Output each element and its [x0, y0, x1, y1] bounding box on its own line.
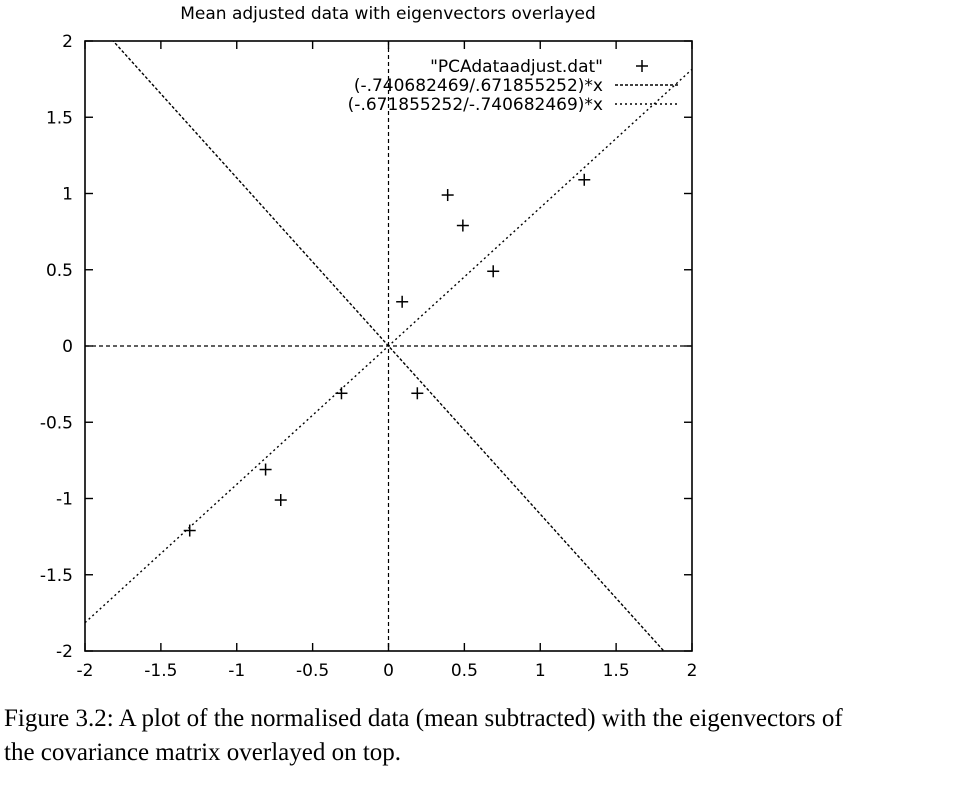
y-tick-label: 2: [62, 32, 73, 52]
x-tick-label: 1: [535, 661, 546, 681]
legend-label: (-.671855252/-.740682469)*x: [348, 95, 603, 115]
x-tick-label: -1: [228, 661, 245, 681]
data-point: [487, 265, 500, 278]
x-axis-ticks: -2 -1.5 -1 -0.5 0 0.5 1 1.5 2: [77, 41, 698, 681]
y-tick-label: 0.5: [46, 261, 73, 281]
x-tick-label: -2: [77, 661, 94, 681]
legend-entry-3: (-.671855252/-.740682469)*x: [348, 95, 680, 115]
y-tick-label: -0.5: [40, 413, 73, 433]
y-tick-label: 1.5: [46, 108, 73, 128]
legend-entry-2: (-.740682469/.671855252)*x: [354, 76, 680, 96]
y-tick-label: 0: [62, 337, 73, 357]
y-tick-label: -1.5: [40, 566, 73, 586]
x-tick-label: 0.5: [451, 661, 478, 681]
legend-entry-1: "PCAdataadjust.dat": [430, 57, 648, 77]
data-point: [578, 173, 591, 186]
figure-caption: Figure 3.2: A plot of the normalised dat…: [4, 702, 966, 770]
data-point: [259, 463, 272, 476]
data-point: [396, 295, 409, 308]
data-point: [441, 189, 454, 202]
x-tick-label: -0.5: [296, 661, 329, 681]
legend: "PCAdataadjust.dat"(-.740682469/.6718552…: [348, 57, 680, 115]
data-point: [183, 524, 196, 537]
y-tick-label: -1: [56, 490, 73, 510]
legend-label: "PCAdataadjust.dat": [430, 57, 603, 77]
chart: Mean adjusted data with eigenvectors ove…: [40, 4, 698, 681]
legend-label: (-.740682469/.671855252)*x: [354, 76, 603, 96]
caption-line-1: Figure 3.2: A plot of the normalised dat…: [4, 705, 843, 732]
data-point: [335, 387, 348, 400]
x-tick-label: -1.5: [144, 661, 177, 681]
caption-line-2: the covariance matrix overlayed on top.: [4, 739, 402, 766]
x-tick-label: 0: [383, 661, 394, 681]
y-tick-label: 1: [62, 185, 73, 205]
data-point: [456, 219, 469, 232]
x-tick-label: 2: [687, 661, 698, 681]
data-points: [183, 173, 591, 537]
chart-title: Mean adjusted data with eigenvectors ove…: [180, 4, 596, 24]
data-point: [411, 387, 424, 400]
y-axis-ticks: -2 -1.5 -1 -0.5 0 0.5 1 1.5 2: [40, 32, 692, 662]
data-point: [274, 494, 287, 507]
x-tick-label: 1.5: [603, 661, 630, 681]
y-tick-label: -2: [56, 642, 73, 662]
